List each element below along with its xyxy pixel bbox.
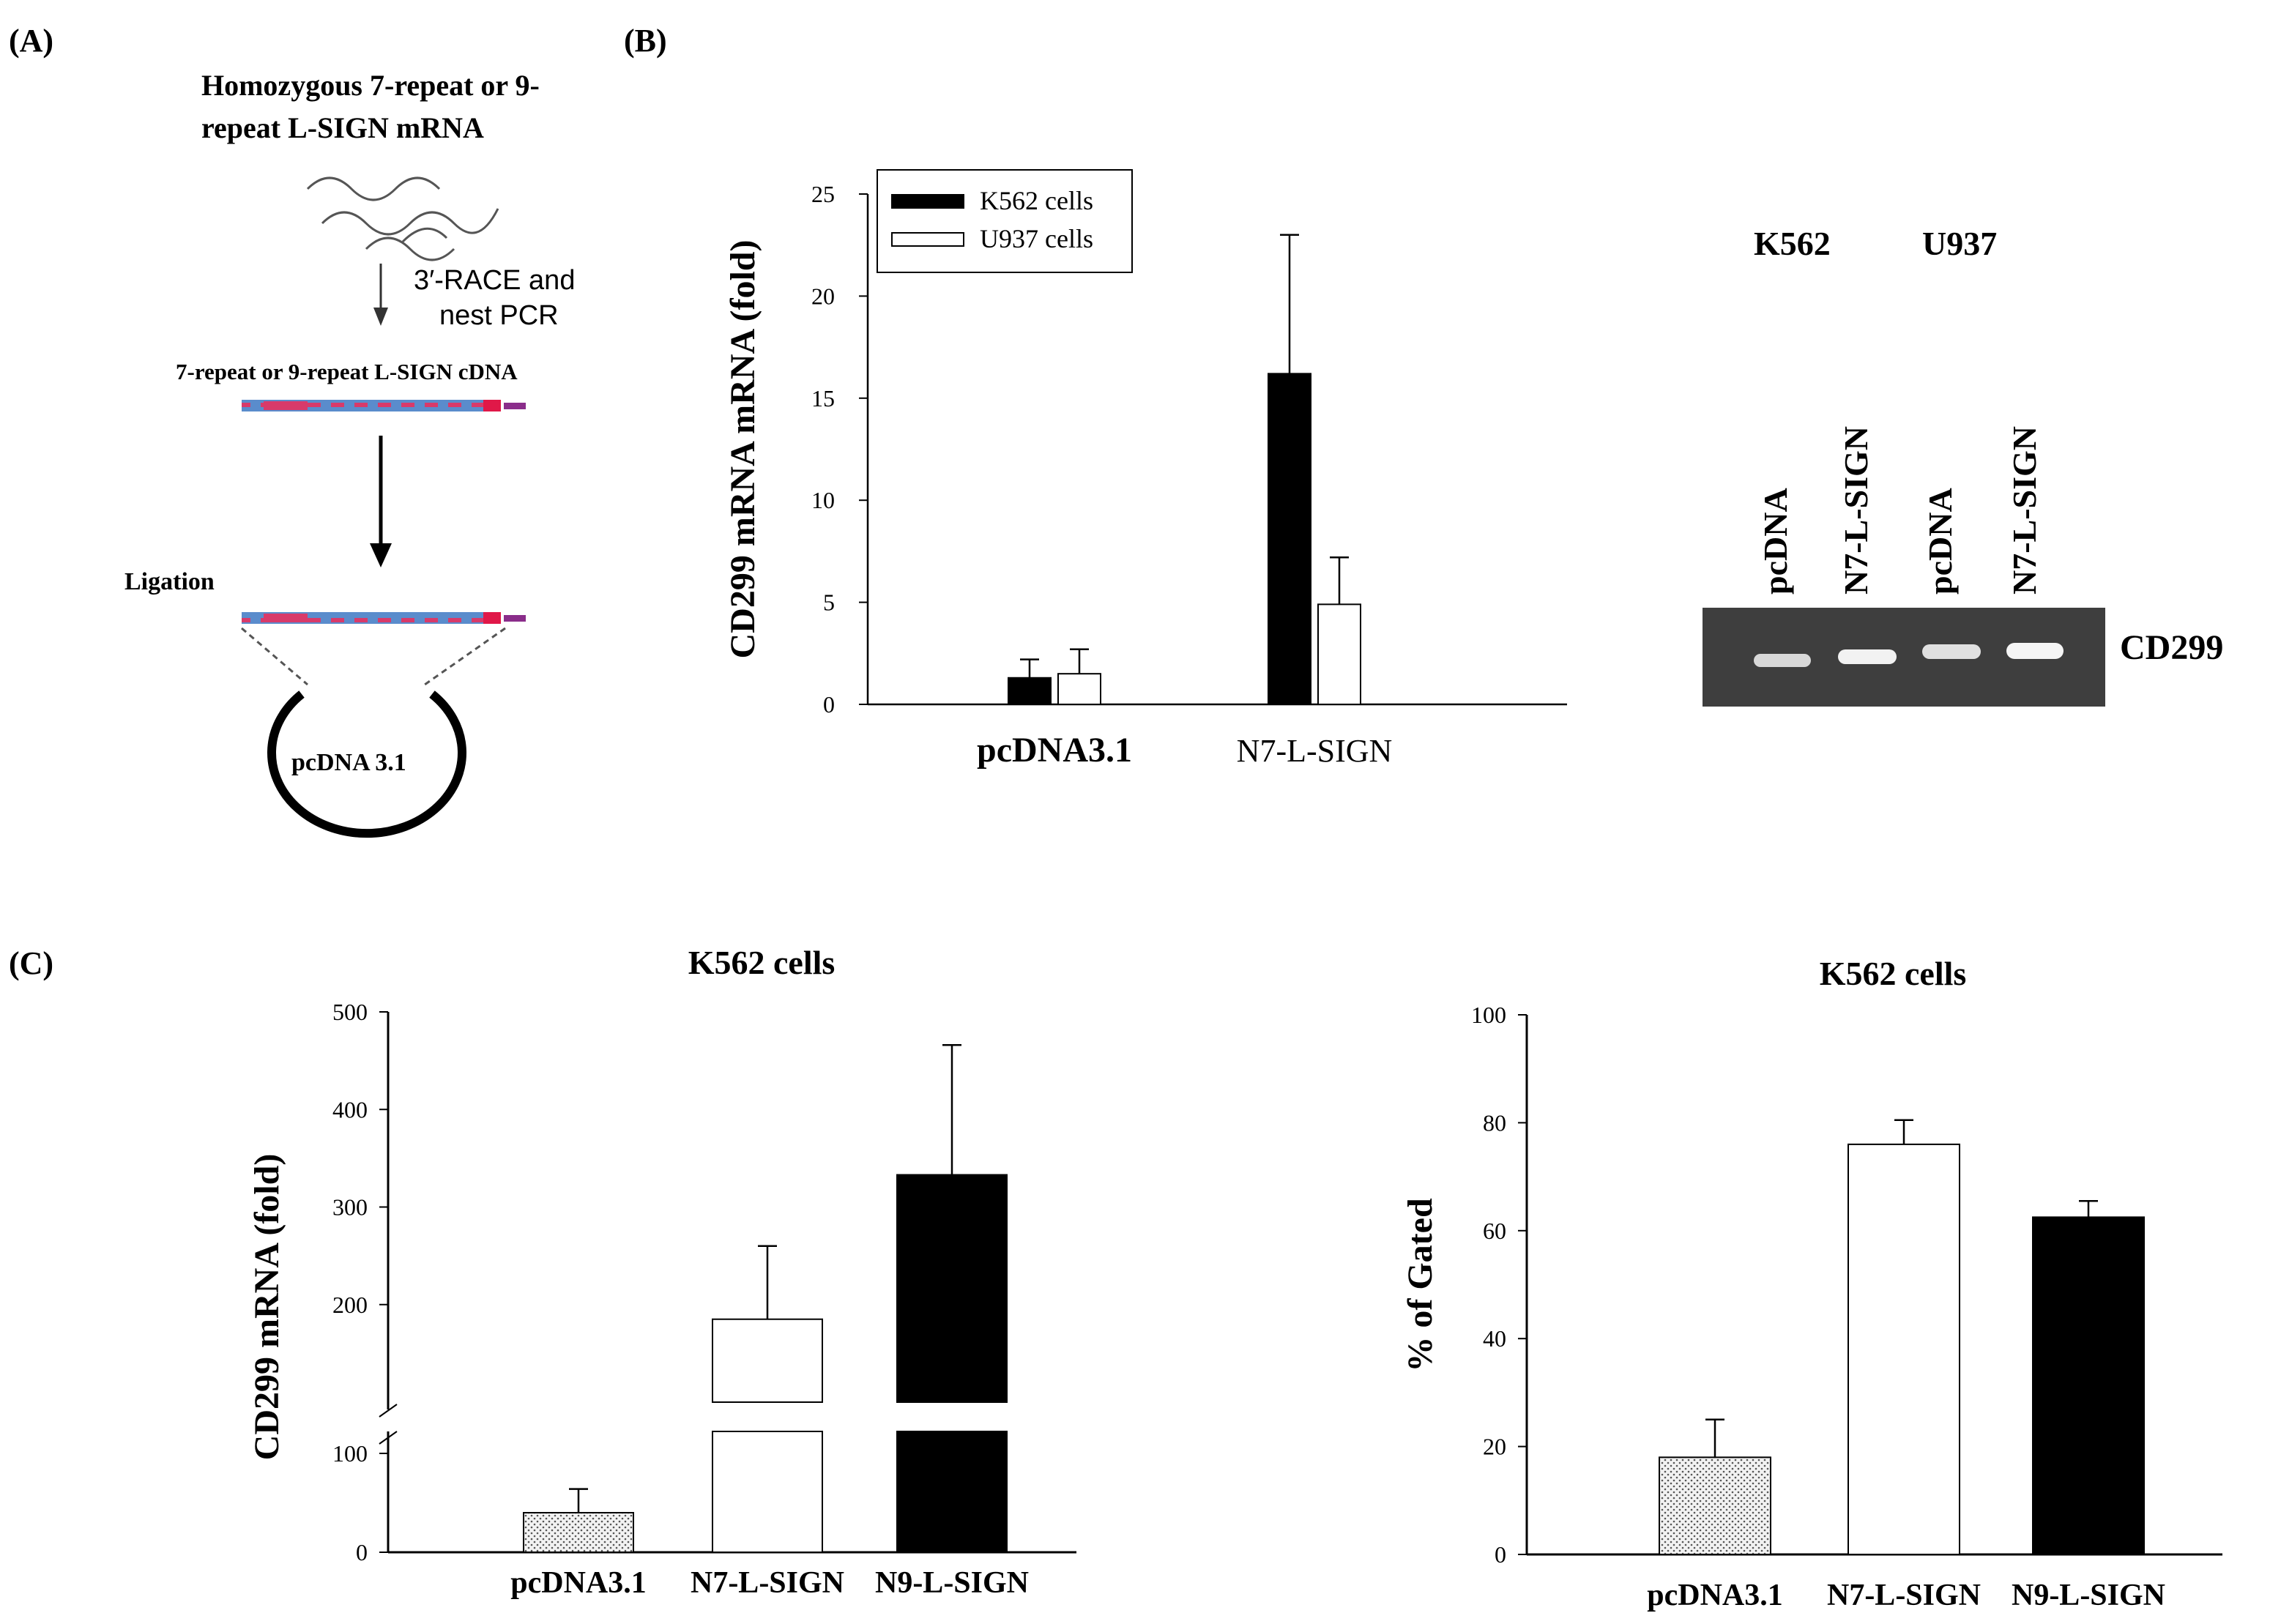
y-tick-label: 100	[1471, 1002, 1506, 1028]
bar-upper	[896, 1174, 1008, 1403]
chart-title: K562 cells	[1820, 955, 1967, 992]
step1-label-line1: 3′-RACE and	[414, 265, 575, 296]
plasmid-icon	[267, 690, 466, 838]
y-tick-label: 15	[811, 385, 835, 411]
y-tick-label: 20	[811, 283, 835, 309]
gel-header-u937: U937	[1922, 225, 1997, 262]
bar-lower	[712, 1431, 823, 1553]
gel-lane-2-label: N7-L-SIGN	[1837, 426, 1875, 595]
schematic-title-line2: repeat L-SIGN mRNA	[201, 111, 484, 144]
x-category-label: pcDNA3.1	[1647, 1579, 1783, 1612]
x-category-label: N9-L-SIGN	[2012, 1579, 2165, 1612]
step1-label-line2: nest PCR	[439, 300, 559, 331]
y-tick-label: 100	[332, 1440, 368, 1467]
gel-band-2	[1838, 649, 1897, 664]
panel-label-b: (B)	[624, 23, 667, 59]
y-tick-label: 500	[332, 999, 368, 1025]
insert-line-left	[241, 627, 308, 686]
y-tick-label: 5	[823, 589, 835, 616]
y-tick-label: 300	[332, 1194, 368, 1221]
chart-c-right: K562 cells 0 20 40 60 80 100 % of Gated pcDNA3.1…	[1401, 955, 2222, 1612]
y-tick-label: 20	[1483, 1434, 1506, 1460]
ligation-label: Ligation	[124, 568, 215, 595]
x-category-label: N7-L-SIGN	[1827, 1579, 1981, 1612]
x-category-label: N7-L-SIGN	[1237, 733, 1393, 769]
vector-label: pcDNA 3.1	[291, 749, 406, 776]
bar	[2032, 1216, 2145, 1555]
legend-swatch	[891, 194, 964, 209]
x-category-label: N7-L-SIGN	[691, 1566, 844, 1600]
bar	[1659, 1456, 1771, 1555]
legend-label: K562 cells	[980, 186, 1093, 215]
axis-break-mark	[379, 1404, 398, 1418]
gel-band-4	[2006, 643, 2064, 659]
mrna-squiggles-icon	[306, 176, 499, 261]
arrow-step1-icon	[373, 308, 388, 326]
cdna-strip-icon	[242, 400, 526, 411]
y-tick-label: 0	[823, 691, 835, 718]
y-tick-label: 0	[356, 1539, 368, 1565]
axis-break-mark	[379, 1431, 398, 1445]
panel-label-a: (A)	[9, 23, 53, 59]
y-axis-label: % of Gated	[1401, 1198, 1440, 1372]
bar-u937-cells	[1057, 673, 1101, 705]
bar-k562-cells	[1008, 677, 1052, 705]
arrow-step2-icon	[370, 543, 392, 567]
schematic-title-line1: Homozygous 7-repeat or 9-	[201, 69, 540, 102]
bar	[523, 1512, 634, 1553]
y-axis-label: CD299 mRNA (fold)	[248, 1154, 286, 1461]
y-tick-label: 80	[1483, 1109, 1506, 1136]
x-category-label: pcDNA3.1	[510, 1566, 647, 1600]
y-tick-label: 40	[1483, 1325, 1506, 1352]
y-axis-label: CD299 mRNA mRNA (fold)	[723, 240, 762, 659]
panel-label-c: (C)	[9, 945, 53, 981]
y-tick-label: 200	[332, 1292, 368, 1318]
cdna-label: 7-repeat or 9-repeat L-SIGN cDNA	[176, 359, 518, 384]
gel-header-k562: K562	[1754, 225, 1831, 262]
legend-box	[877, 169, 1133, 273]
x-category-label: pcDNA3.1	[977, 731, 1132, 770]
ligation-strip-icon	[242, 612, 526, 624]
chart-title: K562 cells	[688, 944, 836, 981]
chart-c-left: K562 cells 0 100 200 300 400 500 CD299 mRNA (fo…	[248, 944, 1076, 1600]
bar-u937-cells	[1317, 603, 1361, 705]
x-category-label: N9-L-SIGN	[875, 1566, 1029, 1600]
y-tick-label: 0	[1495, 1541, 1506, 1568]
gel-lane-4-label: N7-L-SIGN	[2006, 426, 2043, 595]
schematic-panel: Homozygous 7-repeat or 9- repeat L-SIGN …	[124, 69, 575, 838]
y-tick-label: 60	[1483, 1218, 1506, 1244]
insert-line-right	[424, 627, 506, 686]
chart-b: 0 5 10 15 20 25 CD299 mRNA mRNA (fold) pcDNA3.1…	[723, 169, 1567, 770]
gel-lane-1-label: pcDNA	[1757, 488, 1794, 595]
y-tick-label: 25	[811, 181, 835, 207]
gel-band-1	[1754, 654, 1811, 667]
bar-k562-cells	[1268, 373, 1311, 705]
bar-upper	[712, 1318, 823, 1404]
gel-band-label: CD299	[2120, 628, 2223, 667]
y-tick-label: 10	[811, 487, 835, 513]
legend-label: U937 cells	[980, 224, 1093, 253]
gel-band-3	[1922, 644, 1981, 659]
legend-swatch	[891, 232, 964, 247]
y-tick-label: 400	[332, 1096, 368, 1122]
gel-panel: K562 U937 pcDNA N7-L-SIGN pcDNA N7-L-SIG…	[1703, 225, 2223, 707]
bar	[1848, 1143, 1960, 1555]
gel-lane-3-label: pcDNA	[1921, 488, 1959, 595]
bar-lower	[896, 1431, 1008, 1553]
